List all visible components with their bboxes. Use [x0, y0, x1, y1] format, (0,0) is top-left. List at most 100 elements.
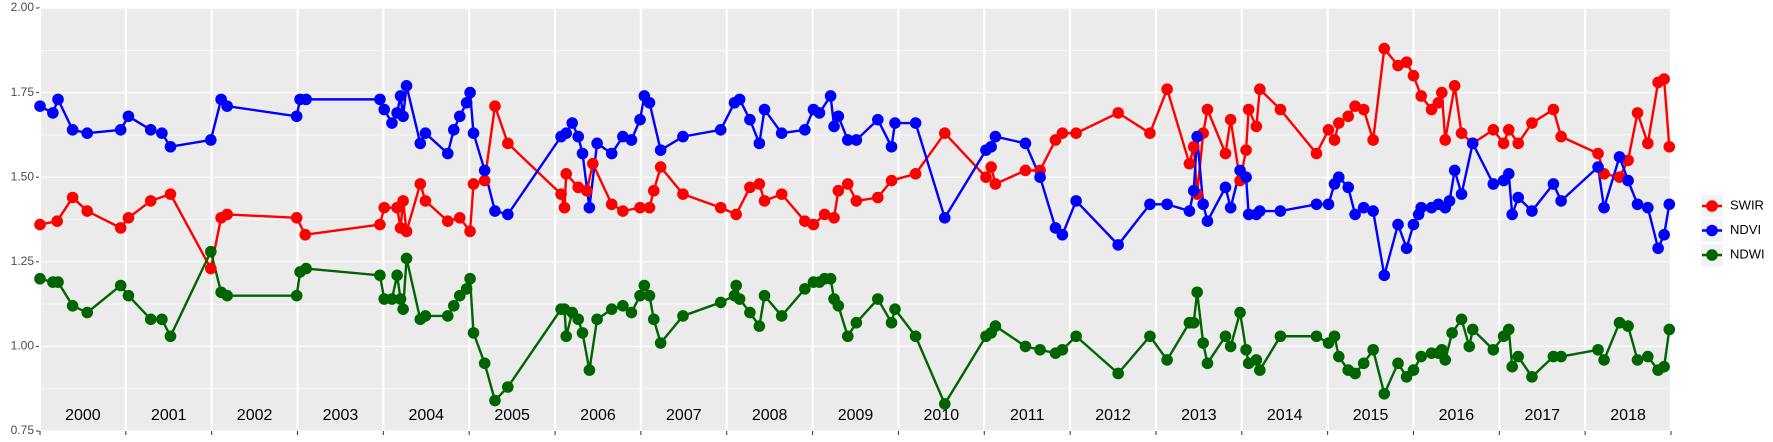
point	[560, 330, 573, 343]
point	[464, 225, 476, 238]
point	[980, 171, 992, 183]
point	[647, 313, 660, 326]
year-label: 2004	[408, 407, 444, 424]
point	[1631, 198, 1644, 211]
point	[397, 195, 409, 207]
point	[394, 90, 407, 102]
point	[1378, 269, 1391, 282]
point	[889, 303, 901, 315]
point	[1357, 201, 1370, 214]
point	[419, 127, 432, 140]
point	[872, 113, 884, 126]
point	[638, 279, 651, 292]
point	[591, 313, 603, 326]
point	[1349, 208, 1361, 221]
point	[753, 320, 766, 332]
point	[221, 100, 233, 112]
point	[744, 113, 756, 126]
point	[799, 283, 811, 295]
point	[885, 316, 898, 329]
point	[1463, 340, 1476, 353]
point	[677, 188, 689, 200]
point	[775, 310, 788, 322]
point	[81, 306, 94, 319]
point	[1547, 178, 1560, 190]
point	[1056, 343, 1069, 356]
point	[625, 134, 638, 146]
point	[114, 279, 127, 292]
point	[447, 299, 460, 312]
point	[581, 184, 593, 197]
year-label: 2008	[752, 407, 788, 424]
point	[758, 195, 771, 207]
point	[1250, 354, 1263, 366]
point	[1201, 103, 1214, 116]
point	[1342, 110, 1355, 123]
point	[1415, 350, 1427, 363]
point	[889, 117, 901, 129]
point	[1254, 83, 1266, 96]
year-label: 2010	[924, 407, 960, 424]
point	[1112, 239, 1124, 251]
point	[391, 269, 403, 282]
point	[1502, 323, 1515, 336]
year-label: 2005	[494, 407, 530, 424]
point	[1512, 191, 1525, 204]
point	[1197, 337, 1209, 349]
point	[985, 161, 997, 173]
point	[467, 178, 480, 190]
point	[576, 327, 589, 339]
point	[1512, 350, 1525, 363]
point	[394, 293, 407, 305]
point	[34, 100, 46, 112]
point	[1415, 90, 1427, 102]
point	[730, 279, 742, 292]
point	[1622, 174, 1634, 187]
point	[1415, 201, 1427, 214]
year-label: 2018	[1610, 407, 1646, 424]
point	[1332, 350, 1345, 363]
point	[52, 276, 64, 288]
point	[1161, 83, 1173, 96]
point	[775, 127, 788, 140]
point	[400, 80, 413, 92]
point	[1342, 181, 1355, 194]
point	[1322, 124, 1335, 136]
point	[441, 310, 454, 322]
year-label: 2001	[151, 407, 187, 424]
point	[1448, 164, 1461, 177]
point	[221, 289, 233, 302]
y-tick-label: 1.25	[11, 254, 35, 268]
point	[1443, 195, 1456, 207]
point	[467, 327, 480, 339]
point	[1487, 124, 1500, 136]
point	[378, 201, 391, 214]
point	[300, 93, 312, 106]
point	[1187, 140, 1200, 153]
legend-label: NDWI	[1730, 246, 1765, 261]
point	[1161, 198, 1173, 211]
year-label: 2013	[1181, 407, 1217, 424]
point	[1357, 357, 1370, 370]
legend-label: SWIR	[1730, 197, 1764, 212]
point	[1497, 137, 1510, 150]
point	[205, 245, 217, 258]
point	[144, 124, 157, 136]
point	[1658, 228, 1670, 241]
point	[1455, 127, 1468, 140]
point	[1407, 69, 1420, 82]
year-label: 2006	[580, 407, 616, 424]
point	[1224, 113, 1237, 126]
y-tick-label: 2.00	[11, 0, 35, 14]
point	[453, 212, 466, 224]
point	[850, 316, 863, 329]
point	[502, 137, 514, 150]
point	[478, 174, 491, 187]
point	[634, 113, 646, 126]
point	[643, 289, 656, 302]
point	[1240, 171, 1252, 183]
point	[453, 110, 466, 123]
point	[414, 178, 427, 190]
point	[758, 289, 771, 302]
point	[625, 306, 638, 319]
